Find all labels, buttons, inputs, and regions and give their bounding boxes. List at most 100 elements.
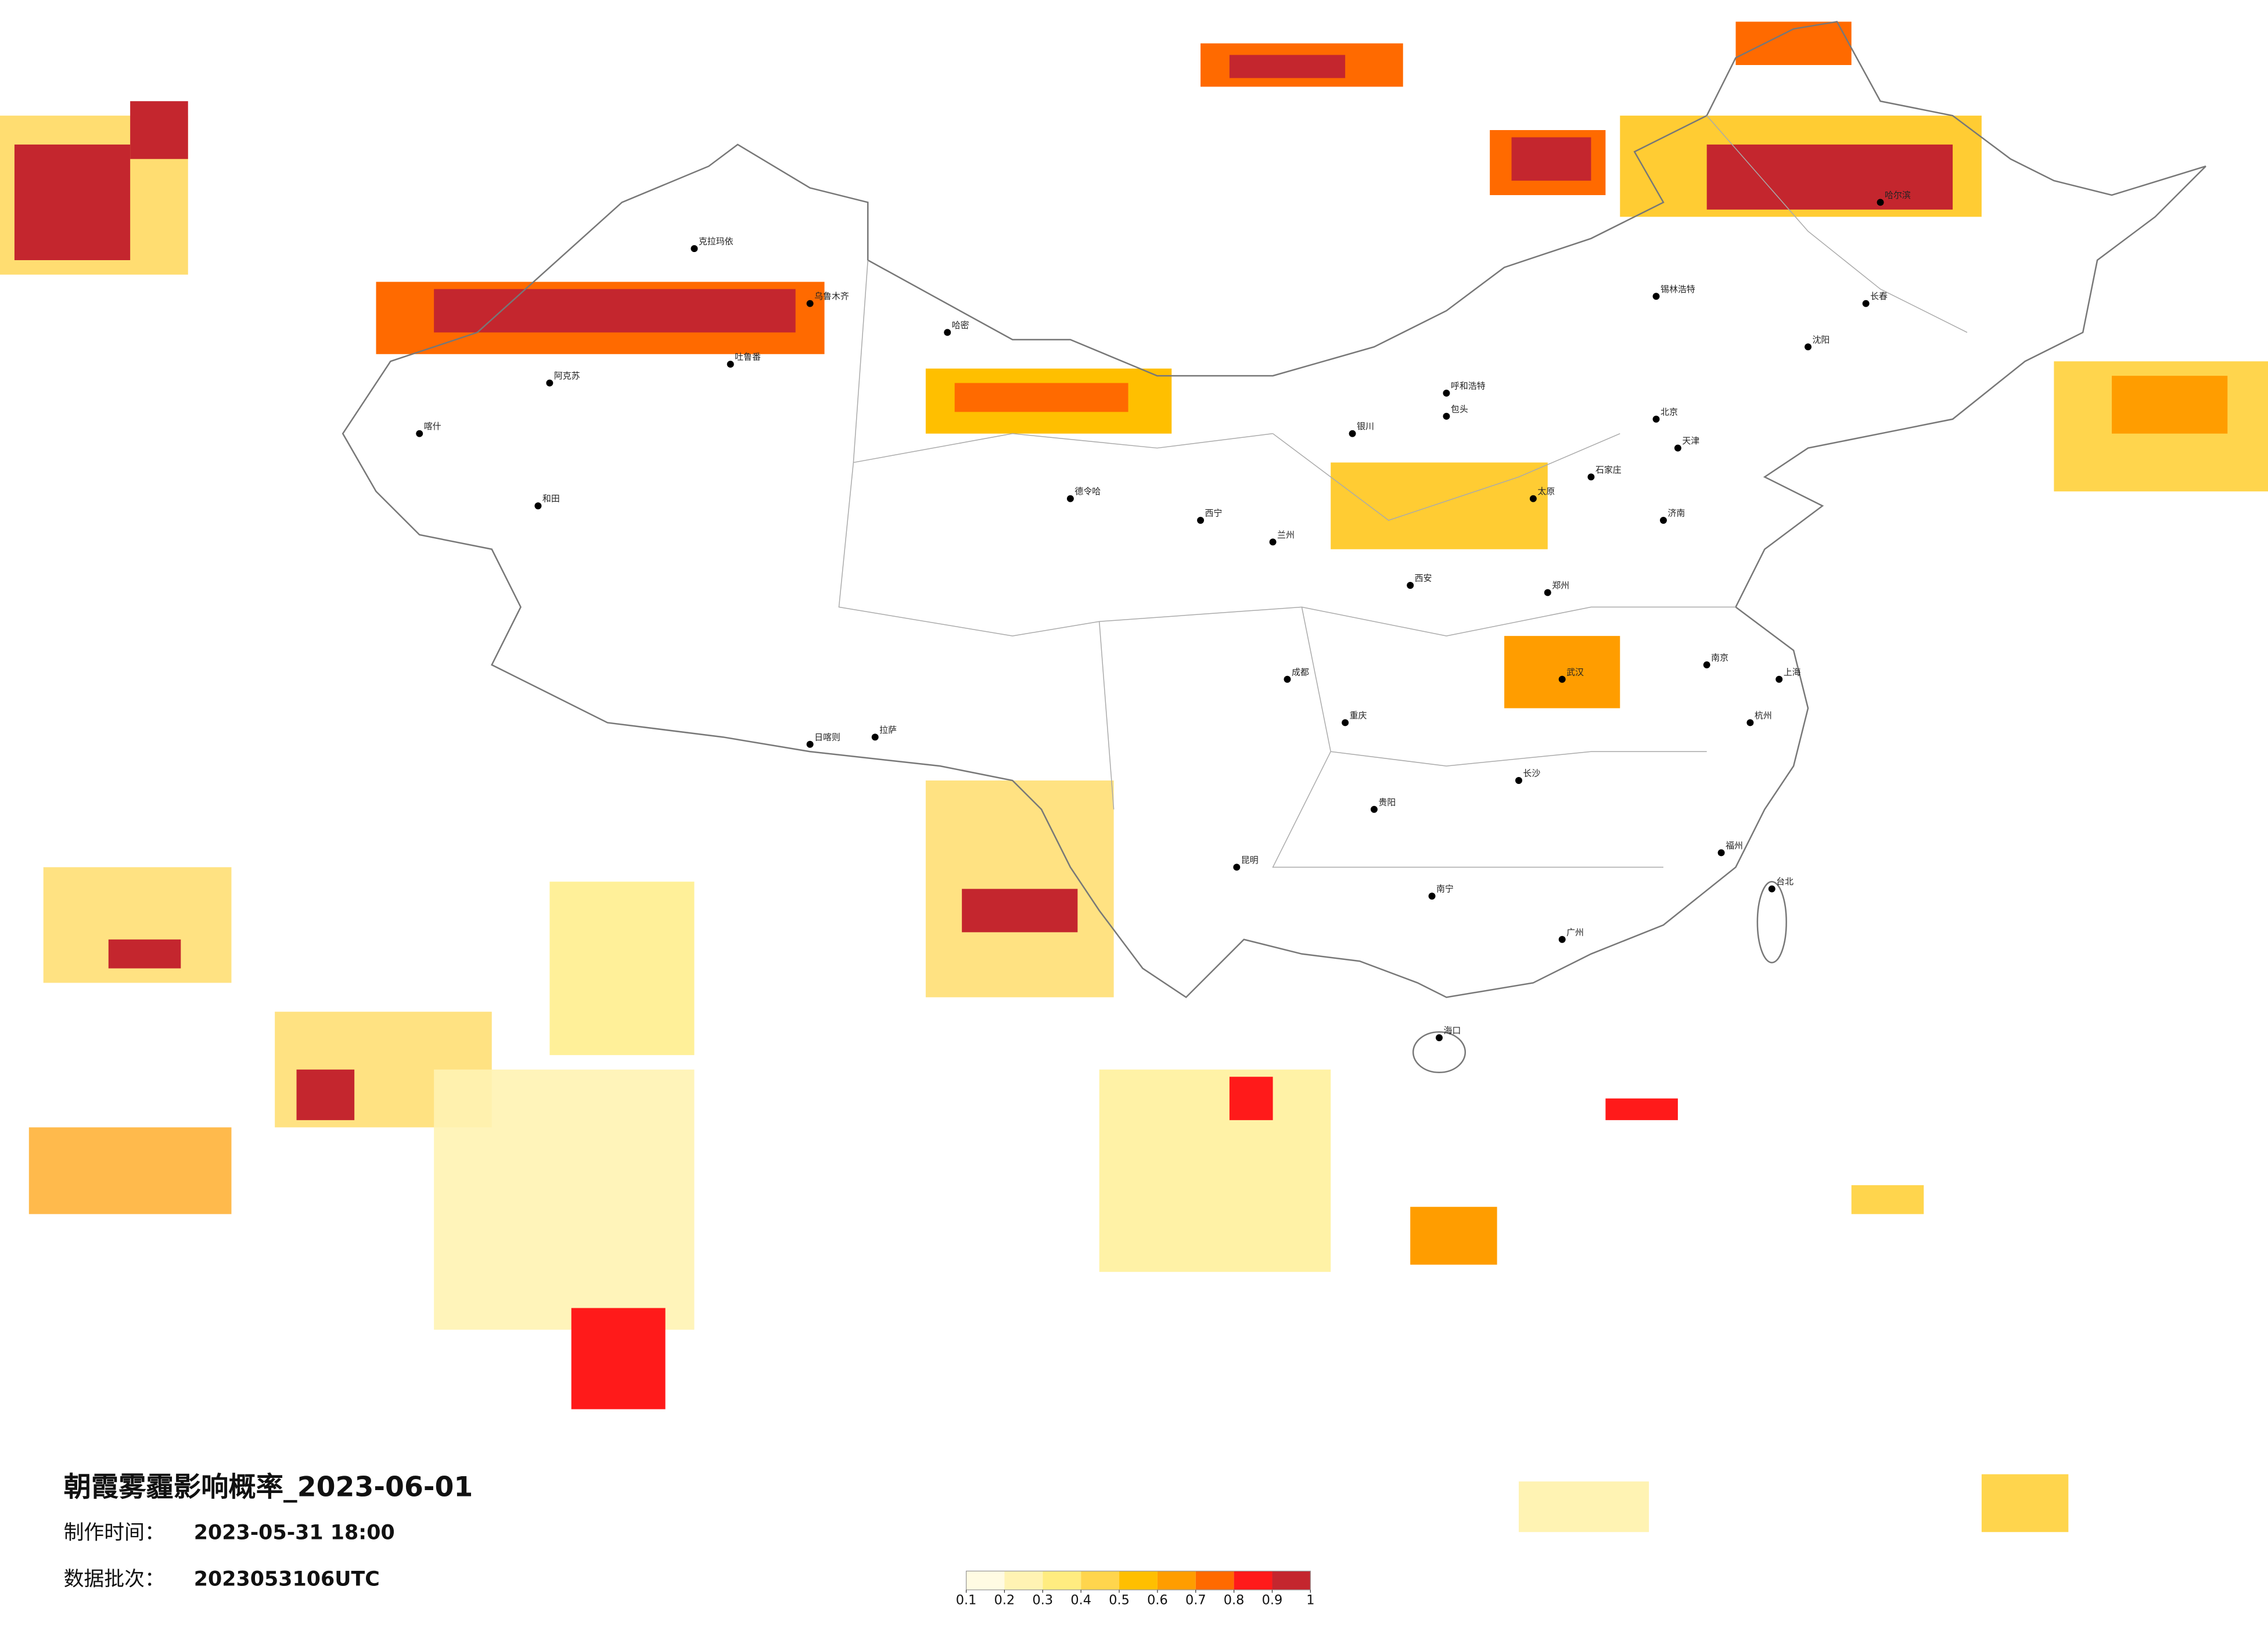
city-dot (416, 430, 423, 437)
city-label: 乌鲁木齐 (814, 291, 849, 301)
haze-cell (130, 101, 188, 159)
hainan (1412, 1031, 1467, 1073)
haze-cell (1605, 1098, 1678, 1120)
legend-tick-label: 0.9 (1262, 1593, 1283, 1608)
city-label: 上海 (1784, 667, 1801, 677)
city-label: 重庆 (1350, 710, 1367, 721)
haze-cell (2112, 376, 2228, 434)
legend-tick-label: 0.4 (1070, 1593, 1091, 1608)
legend-swatch (1234, 1571, 1273, 1590)
city-label: 济南 (1667, 508, 1685, 519)
legend-tick-label: 0.7 (1185, 1593, 1206, 1608)
city-label: 天津 (1682, 436, 1699, 446)
city-dot (1877, 199, 1884, 206)
city-label: 广州 (1566, 927, 1584, 937)
city-dot (1428, 893, 1436, 900)
city-label: 杭州 (1755, 710, 1772, 721)
haze-cell (14, 144, 131, 260)
taiwan (1756, 880, 1787, 963)
city-dot (1197, 517, 1205, 524)
city-label: 昆明 (1241, 855, 1259, 865)
haze-cell (28, 1127, 232, 1214)
city-label: 武汉 (1566, 667, 1584, 677)
city-label: 南京 (1711, 652, 1728, 663)
city-label: 石家庄 (1595, 465, 1622, 475)
haze-cell (1229, 55, 1346, 78)
legend-swatch (1081, 1571, 1120, 1590)
city-dot (1805, 343, 1812, 351)
city-label: 哈密 (952, 320, 969, 330)
city-dot (1652, 415, 1660, 423)
city-label: 长沙 (1523, 768, 1540, 779)
time-label: 制作时间： (64, 1521, 165, 1545)
city-dot (1370, 805, 1378, 813)
city-dot (944, 329, 951, 336)
city-label: 北京 (1660, 406, 1678, 417)
city-label: 拉萨 (879, 725, 897, 735)
legend-tick-label: 0.8 (1224, 1593, 1245, 1608)
city-label: 哈尔滨 (1885, 190, 1911, 200)
legend-swatch (1119, 1571, 1158, 1590)
haze-cell (549, 882, 695, 1055)
city-dot (1342, 719, 1349, 726)
city-dot (727, 361, 734, 368)
city-dot (1862, 300, 1870, 307)
legend-tick-label: 0.2 (994, 1593, 1015, 1608)
legend-tick-label: 0.3 (1033, 1593, 1054, 1608)
city-label: 克拉玛依 (699, 236, 734, 247)
city-dot (871, 733, 879, 741)
haze-cell (434, 289, 796, 333)
city-label: 和田 (542, 494, 560, 504)
city-dot (1587, 473, 1595, 481)
city-label: 兰州 (1277, 530, 1295, 540)
time-value: 2023-05-31 18:00 (194, 1521, 395, 1545)
batch-value: 2023053106UTC (194, 1567, 380, 1591)
city-label: 银川 (1357, 421, 1374, 431)
legend-swatch (1195, 1571, 1234, 1590)
city-dot (1703, 661, 1710, 668)
legend-swatch (1272, 1571, 1311, 1590)
city-dot (1529, 495, 1537, 502)
city-dot (1436, 1034, 1443, 1041)
haze-cell (962, 888, 1078, 933)
city-label: 成都 (1292, 667, 1309, 677)
map-title: 朝霞雾霾影响概率_2023-06-01 (64, 1472, 473, 1503)
city-label: 日喀则 (814, 732, 840, 742)
haze-cell (1504, 636, 1620, 708)
haze-cell (954, 383, 1128, 412)
legend-frame (965, 1570, 1311, 1591)
city-label: 太原 (1537, 486, 1555, 497)
city-label: 南宁 (1436, 884, 1454, 894)
city-dot (1349, 430, 1356, 437)
city-dot (1674, 444, 1681, 452)
city-label: 德令哈 (1074, 486, 1101, 497)
city-dot (1233, 864, 1241, 871)
legend: 0.1 0.2 0.3 0.4 0.5 0.6 0.7 0.8 0.9 1 (956, 1570, 1314, 1608)
city-label: 吐鲁番 (735, 352, 761, 362)
haze-cell (1099, 1069, 1331, 1272)
legend-swatch (966, 1571, 1005, 1590)
city-dot (1544, 589, 1551, 596)
haze-cell (571, 1308, 666, 1409)
haze-cell (108, 939, 181, 969)
city-dot (1660, 517, 1667, 524)
city-dot (1515, 777, 1522, 784)
city-dot (1284, 675, 1291, 683)
city-label: 长春 (1870, 291, 1888, 301)
city-dot (1775, 675, 1783, 683)
city-dot (1652, 293, 1660, 300)
city-dot (1066, 495, 1074, 502)
legend-tick-label: 0.1 (956, 1593, 977, 1608)
legend-tick-label: 0.5 (1109, 1593, 1130, 1608)
legend-tick-label: 0.6 (1147, 1593, 1168, 1608)
city-label: 台北 (1776, 876, 1793, 887)
batch-label: 数据批次： (64, 1567, 165, 1591)
city-dot (1717, 849, 1725, 857)
city-label: 阿克苏 (554, 370, 580, 381)
city-label: 福州 (1726, 840, 1743, 851)
city-label: 郑州 (1552, 580, 1569, 591)
city-dot (691, 245, 698, 253)
